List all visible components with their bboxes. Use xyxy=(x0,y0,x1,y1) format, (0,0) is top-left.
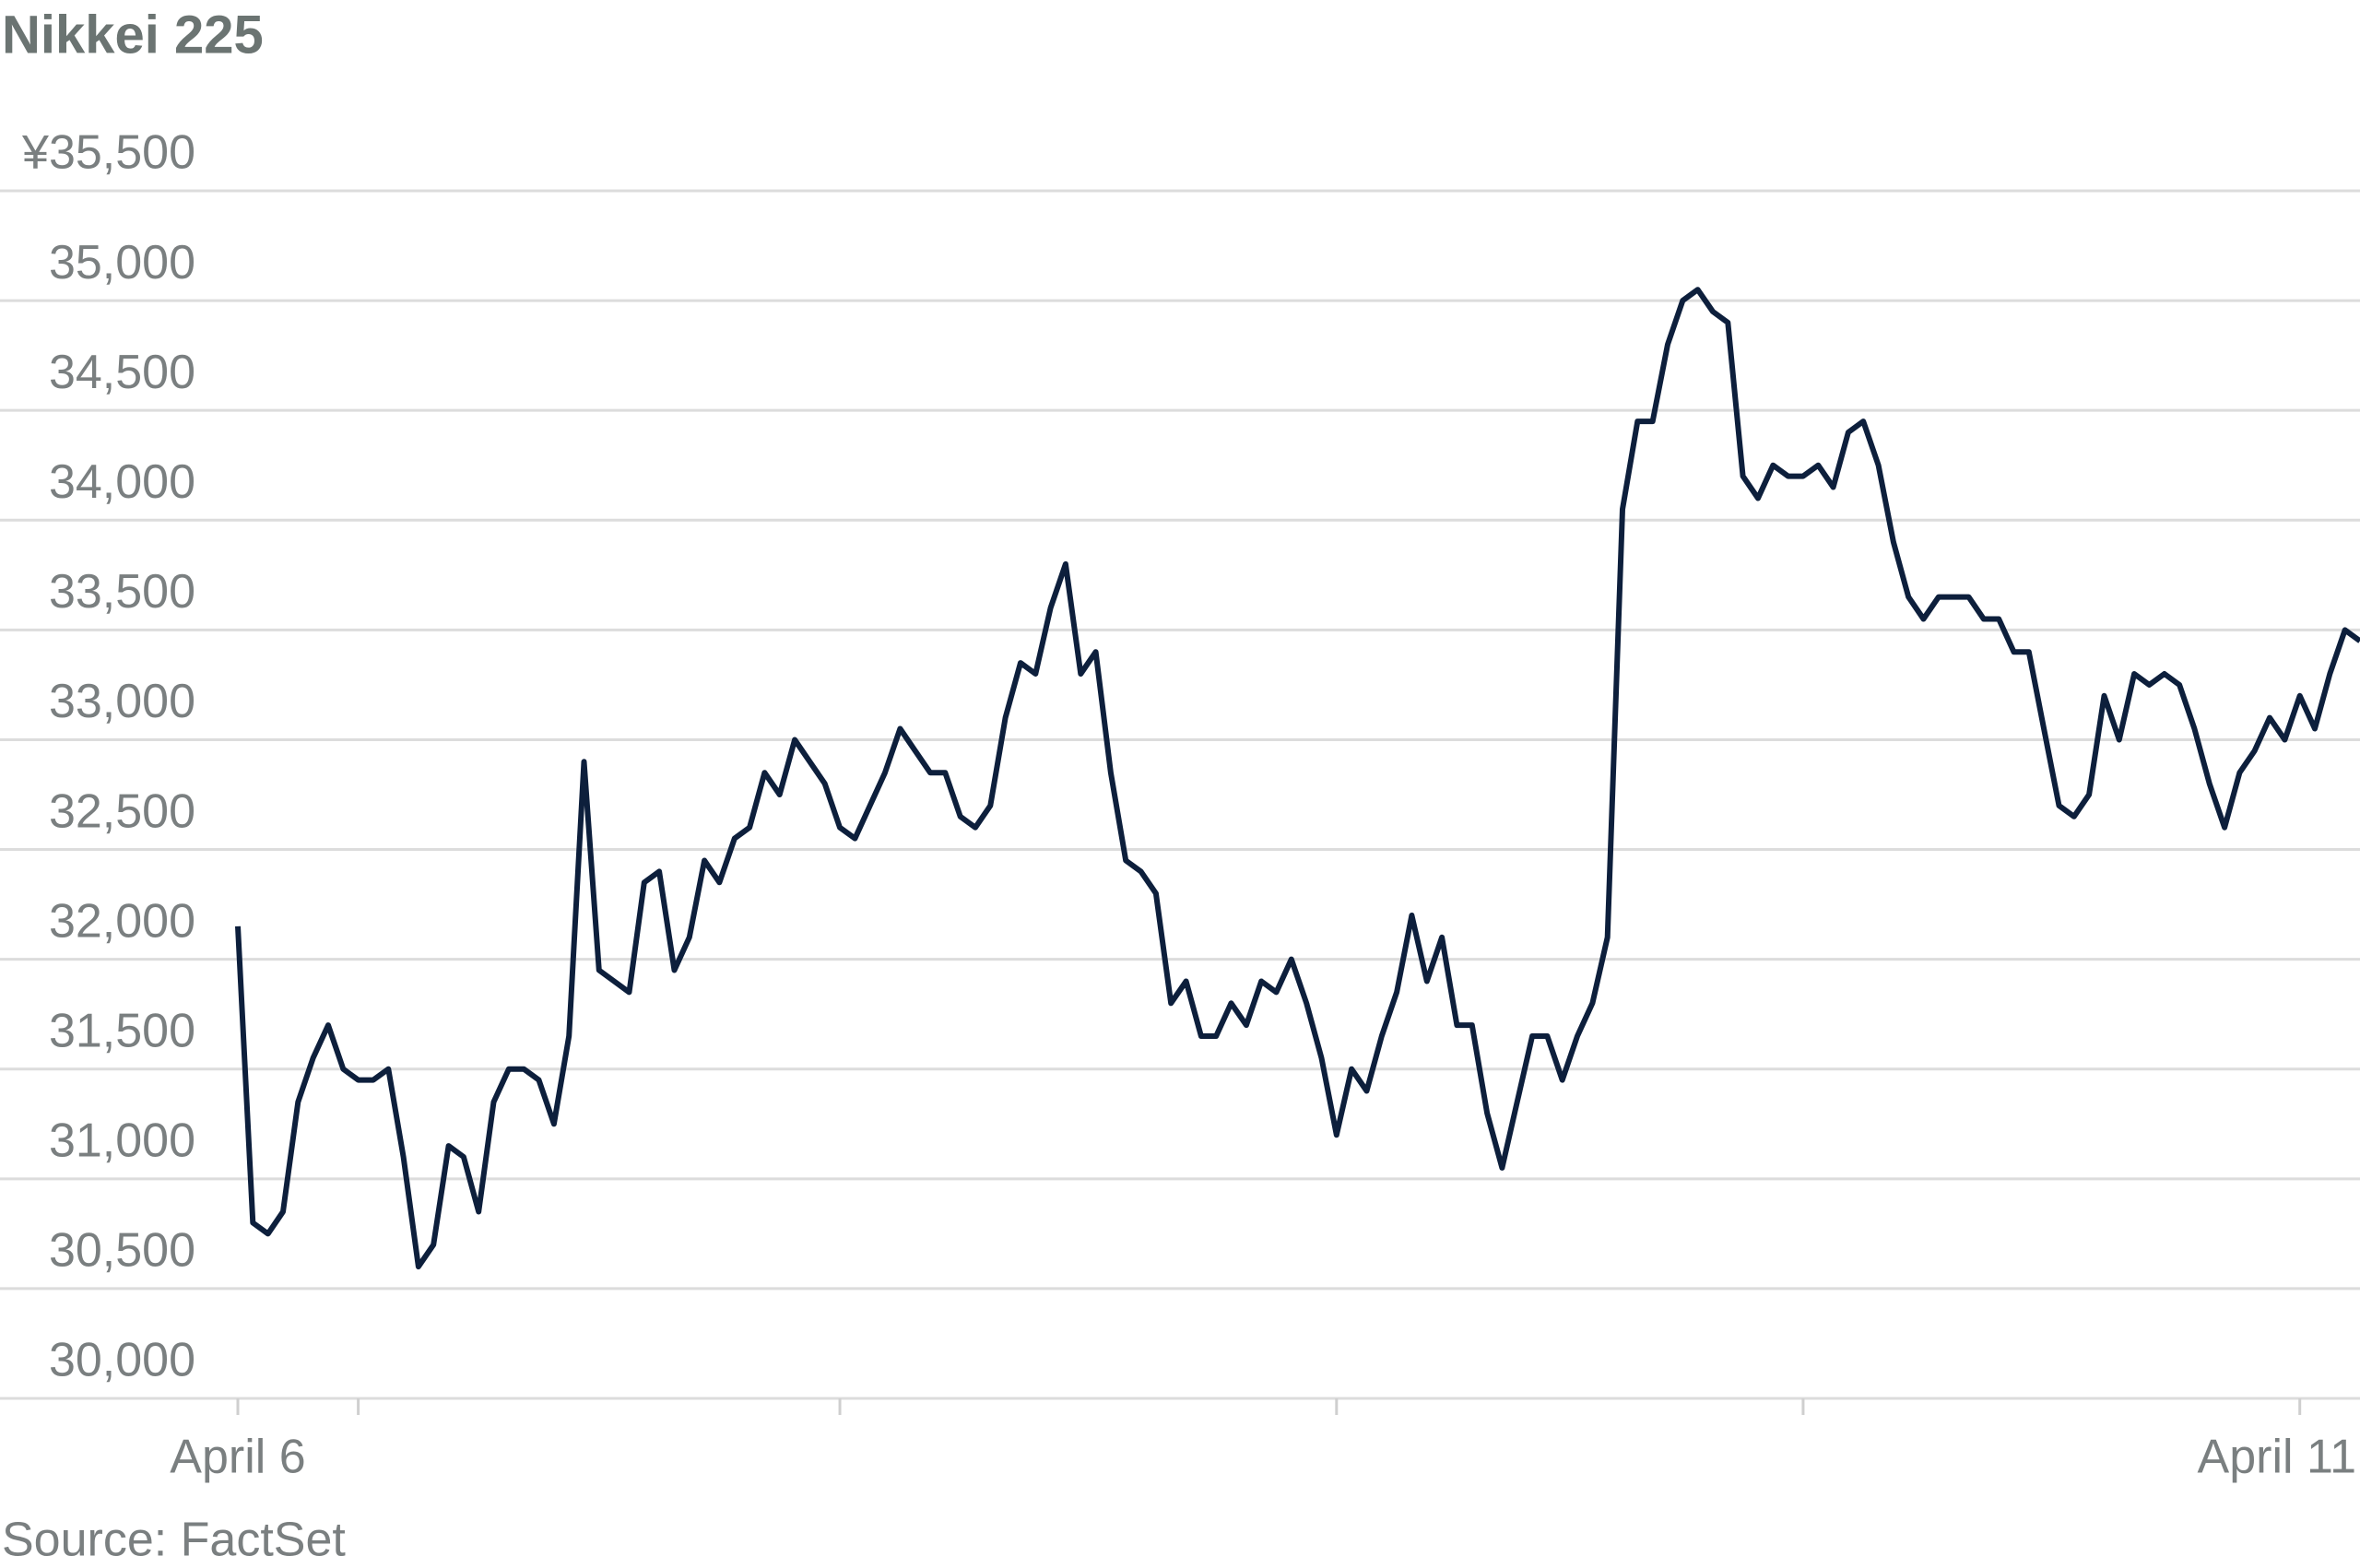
y-tick-label: 35,000 xyxy=(49,236,195,289)
y-tick-label: 32,500 xyxy=(49,784,195,838)
chart-title: Nikkei 225 xyxy=(2,5,264,65)
price-line xyxy=(235,287,2360,1270)
y-tick-label: 33,000 xyxy=(49,675,195,728)
x-tick-label: April 11 xyxy=(2198,1431,2356,1484)
x-tick-label: April 6 xyxy=(170,1431,305,1484)
y-tick-label: 30,500 xyxy=(49,1224,195,1278)
y-tick-label: ¥35,500 xyxy=(21,126,195,180)
y-tick-label: 31,000 xyxy=(49,1114,195,1168)
y-tick-label: 34,000 xyxy=(49,455,195,509)
y-tick-label: 32,000 xyxy=(49,894,195,948)
y-tick-label: 33,500 xyxy=(49,565,195,619)
y-tick-label: 31,500 xyxy=(49,1004,195,1057)
source-note: Source: FactSet xyxy=(2,1514,346,1567)
y-tick-label: 30,000 xyxy=(49,1334,195,1387)
y-tick-label: 34,500 xyxy=(49,346,195,399)
